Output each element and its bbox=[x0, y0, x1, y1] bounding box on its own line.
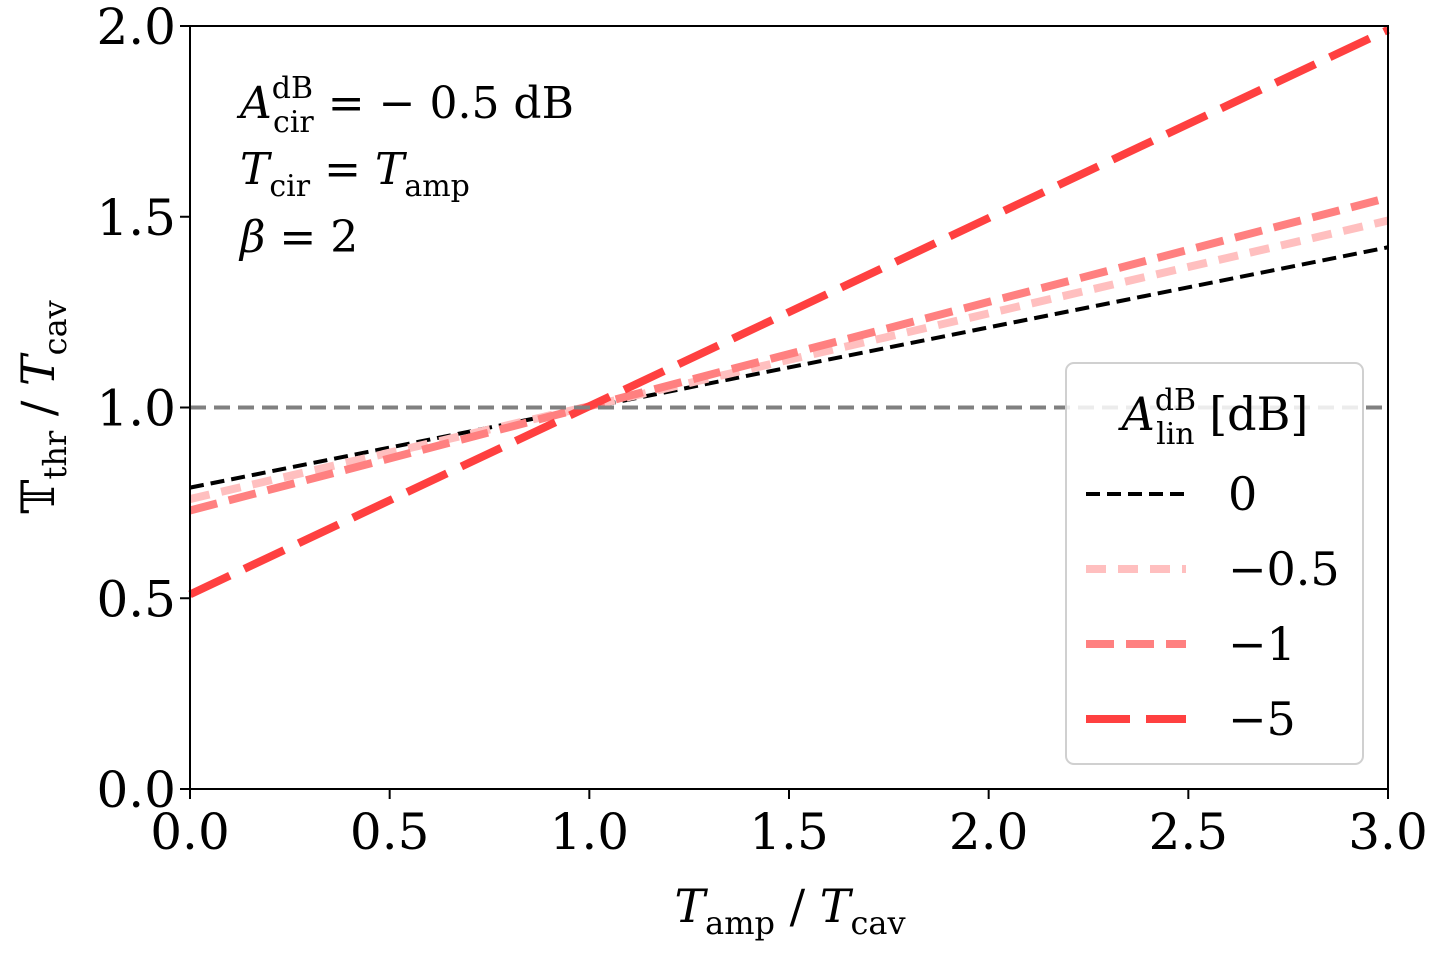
legend-entries: 0 −0.5 −1 −5 bbox=[1086, 467, 1340, 746]
annotation-t-cir: Tcir = Tamp bbox=[240, 144, 470, 204]
legend-box bbox=[1065, 362, 1364, 765]
series-line-0 bbox=[189, 245, 1389, 490]
tick-layer: 0.0 0.5 1.0 1.5 2.0 2.5 3.0 0.0 0.5 1.0 1.5 2.0 bbox=[96, 0, 1427, 861]
legend-title: AdB lin [dB] bbox=[1118, 383, 1309, 452]
x-tick-label: 0.0 bbox=[150, 803, 230, 861]
series-line-3 bbox=[188, 26, 1390, 599]
x-tick-label: 2.0 bbox=[949, 803, 1029, 861]
legend-label-3: −5 bbox=[1228, 692, 1296, 746]
series-layer bbox=[188, 26, 1390, 599]
x-tick-label: 2.5 bbox=[1149, 803, 1229, 861]
legend-label-2: −1 bbox=[1228, 617, 1296, 671]
y-tick-label: 0.5 bbox=[96, 570, 176, 628]
x-tick-label: 3.0 bbox=[1348, 803, 1428, 861]
x-tick-label: 0.5 bbox=[350, 803, 430, 861]
legend: AdB lin [dB] 0 −0.5 −1 −5 bbox=[1065, 362, 1364, 765]
x-axis-label: Tamp / Tcav bbox=[674, 879, 905, 942]
series-line-1 bbox=[189, 216, 1389, 503]
series-line-2 bbox=[188, 193, 1390, 515]
y-tick-label: 2.0 bbox=[96, 0, 176, 56]
legend-label-0: 0 bbox=[1228, 467, 1257, 521]
x-tick-label: 1.5 bbox=[749, 803, 829, 861]
y-axis-label: 𝕋thr / Tcav bbox=[11, 300, 74, 514]
y-tick-label: 0.0 bbox=[96, 761, 176, 819]
y-tick-label: 1.0 bbox=[96, 380, 176, 438]
legend-label-1: −0.5 bbox=[1228, 542, 1340, 596]
annotation-a-cir: AdB cir = − 0.5 dB bbox=[236, 71, 574, 140]
x-tick-label: 1.0 bbox=[550, 803, 630, 861]
annotation-beta: β = 2 bbox=[238, 212, 358, 263]
y-tick-label: 1.5 bbox=[96, 189, 176, 247]
